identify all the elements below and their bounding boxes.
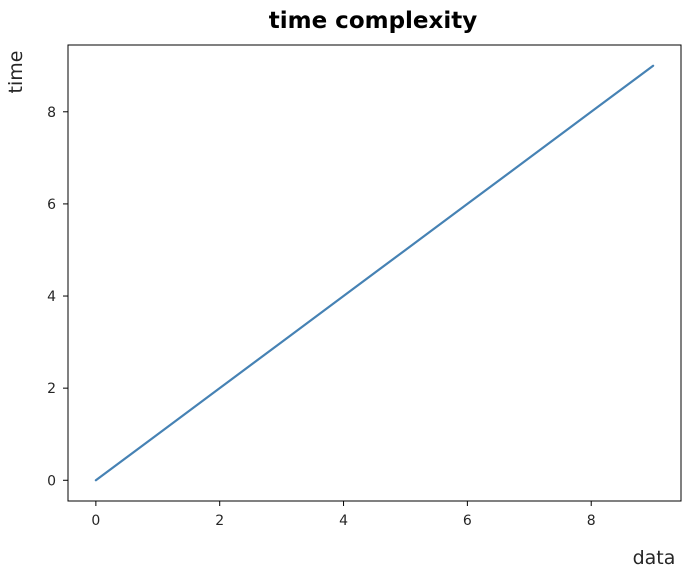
y-axis-ticks: 0 2 4 6 8 <box>47 105 68 489</box>
x-tick-label: 8 <box>587 513 596 529</box>
y-tick-label: 0 <box>47 473 56 489</box>
x-tick-label: 6 <box>463 513 472 529</box>
series-line-0 <box>94 64 655 482</box>
x-axis-ticks: 0 2 4 6 8 <box>91 501 596 529</box>
x-tick-label: 2 <box>215 513 224 529</box>
x-axis-label: data <box>633 547 676 569</box>
y-tick-label: 2 <box>47 381 56 397</box>
x-tick-label: 0 <box>91 513 100 529</box>
y-axis-label: time <box>5 51 27 94</box>
y-tick-label: 6 <box>47 197 56 213</box>
plot-area-frame <box>67 44 682 502</box>
data-series <box>94 64 655 482</box>
x-tick-label: 4 <box>339 513 348 529</box>
y-tick-label: 4 <box>47 289 56 305</box>
chart-title: time complexity <box>269 8 478 34</box>
y-tick-label: 8 <box>47 105 56 121</box>
